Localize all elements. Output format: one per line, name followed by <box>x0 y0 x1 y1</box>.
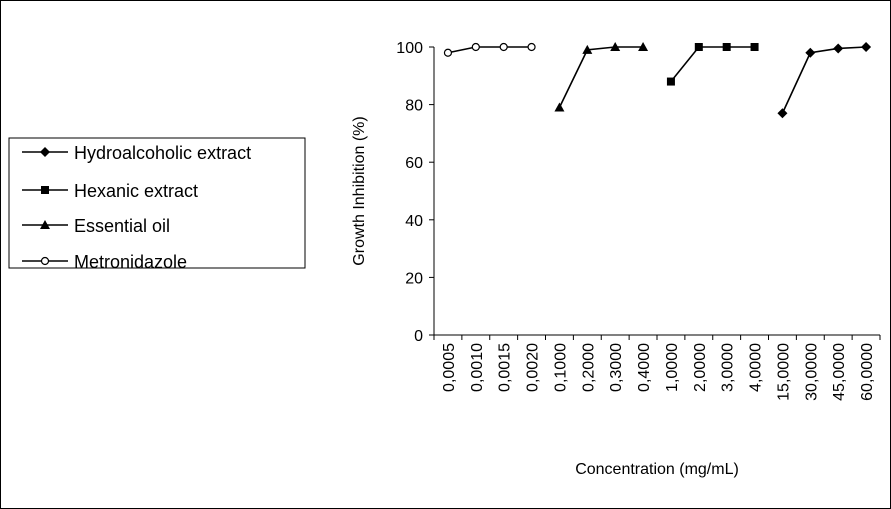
legend-label: Hydroalcoholic extract <box>74 143 251 163</box>
series-hexanic-extract <box>666 43 759 86</box>
series-hydroalcoholic-extract <box>777 42 872 119</box>
data-point <box>833 43 844 54</box>
x-tick-label: 0,0005 <box>441 343 458 392</box>
data-point <box>527 42 536 52</box>
x-tick-label: 4,0000 <box>748 343 765 392</box>
y-tick-label: 60 <box>405 155 423 172</box>
x-tick-label: 1,0000 <box>664 343 681 392</box>
data-point <box>471 42 480 52</box>
y-tick-label: 80 <box>405 98 423 115</box>
data-point <box>750 43 759 51</box>
x-tick-label: 2,0000 <box>692 343 709 392</box>
series-metronidazole <box>443 42 536 57</box>
x-tick-label: 0,2000 <box>580 343 597 392</box>
legend: Hydroalcoholic extract Hexanic extract Ess… <box>8 137 306 272</box>
data-point <box>805 47 816 58</box>
data-point <box>499 42 508 52</box>
x-ticks: 0,0005 0,0010 0,0015 0,0020 0,1000 0,2000 0,30… <box>433 335 881 401</box>
x-tick-label: 15,0000 <box>775 343 792 401</box>
series-line <box>670 46 755 83</box>
data-point <box>694 43 703 51</box>
legend-marker <box>41 186 49 194</box>
series-essential-oil <box>554 42 649 112</box>
x-tick-label: 0,4000 <box>636 343 653 392</box>
legend-marker <box>40 256 50 266</box>
y-tick-label: 40 <box>405 213 423 230</box>
data-point <box>777 108 788 119</box>
x-tick-label: 0,1000 <box>552 343 569 392</box>
x-tick-label: 3,0000 <box>720 343 737 392</box>
legend-label: Hexanic extract <box>74 181 198 201</box>
data-point <box>861 42 872 52</box>
data-point <box>443 48 453 57</box>
legend-marker <box>40 147 50 157</box>
y-axis-label: Growth Inhibition (%) <box>351 116 368 265</box>
data-point <box>554 102 565 112</box>
x-tick-label: 0,3000 <box>608 343 625 392</box>
legend-marker <box>40 220 50 229</box>
x-tick-label: 45,0000 <box>831 343 848 401</box>
series-line <box>781 46 867 114</box>
y-tick-label: 100 <box>396 40 423 57</box>
data-point <box>666 77 675 86</box>
y-tick-label: 0 <box>414 328 423 345</box>
y-tick-label: 20 <box>405 270 423 287</box>
x-tick-label: 0,0010 <box>469 343 486 392</box>
legend-box <box>8 137 306 269</box>
series-line <box>558 46 644 108</box>
x-axis-label: Concentration (mg/mL) <box>575 461 739 478</box>
data-point <box>722 43 731 51</box>
y-ticks: 0 20 40 60 80 100 <box>396 40 434 345</box>
x-tick-label: 0,0020 <box>525 343 542 392</box>
x-tick-label: 30,0000 <box>803 343 820 401</box>
x-tick-label: 0,0015 <box>497 343 514 392</box>
series-group <box>443 42 872 119</box>
data-point <box>610 42 621 51</box>
data-point <box>582 44 593 54</box>
legend-label: Metronidazole <box>74 252 187 272</box>
series-line <box>447 46 532 54</box>
x-tick-label: 60,0000 <box>859 343 876 401</box>
data-point <box>638 42 649 51</box>
legend-label: Essential oil <box>74 216 170 236</box>
